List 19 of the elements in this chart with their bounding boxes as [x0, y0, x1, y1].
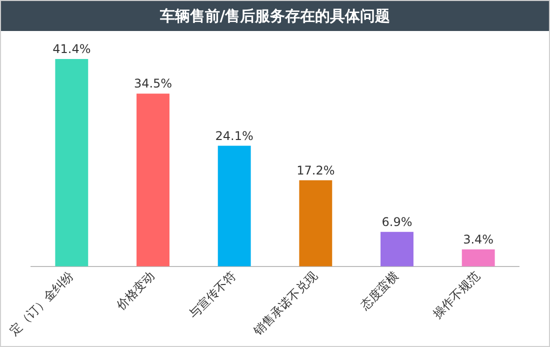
- chart-title: 车辆售前/售后服务存在的具体问题: [1, 1, 549, 31]
- x-tick-label: 销售承诺不兑现: [250, 268, 320, 339]
- bar: [299, 180, 332, 266]
- data-label: 24.1%: [215, 128, 254, 143]
- data-label: 17.2%: [296, 163, 335, 178]
- x-tick-label: 态度蛮横: [356, 268, 402, 314]
- bar: [218, 146, 251, 266]
- data-label: 41.4%: [52, 42, 91, 56]
- bar: [136, 94, 170, 266]
- bar: [462, 249, 495, 266]
- bar: [380, 232, 414, 266]
- x-tick-label: 操作不规范: [430, 268, 483, 322]
- x-tick-label: 与宣传不符: [186, 268, 239, 322]
- bar: [55, 59, 88, 266]
- data-label: 34.5%: [134, 76, 172, 91]
- data-label: 6.9%: [382, 214, 412, 229]
- x-tick-label: 定（订）金纠纷: [6, 268, 76, 338]
- x-tick-label: 价格变动: [112, 268, 158, 314]
- data-label: 3.4%: [463, 232, 494, 247]
